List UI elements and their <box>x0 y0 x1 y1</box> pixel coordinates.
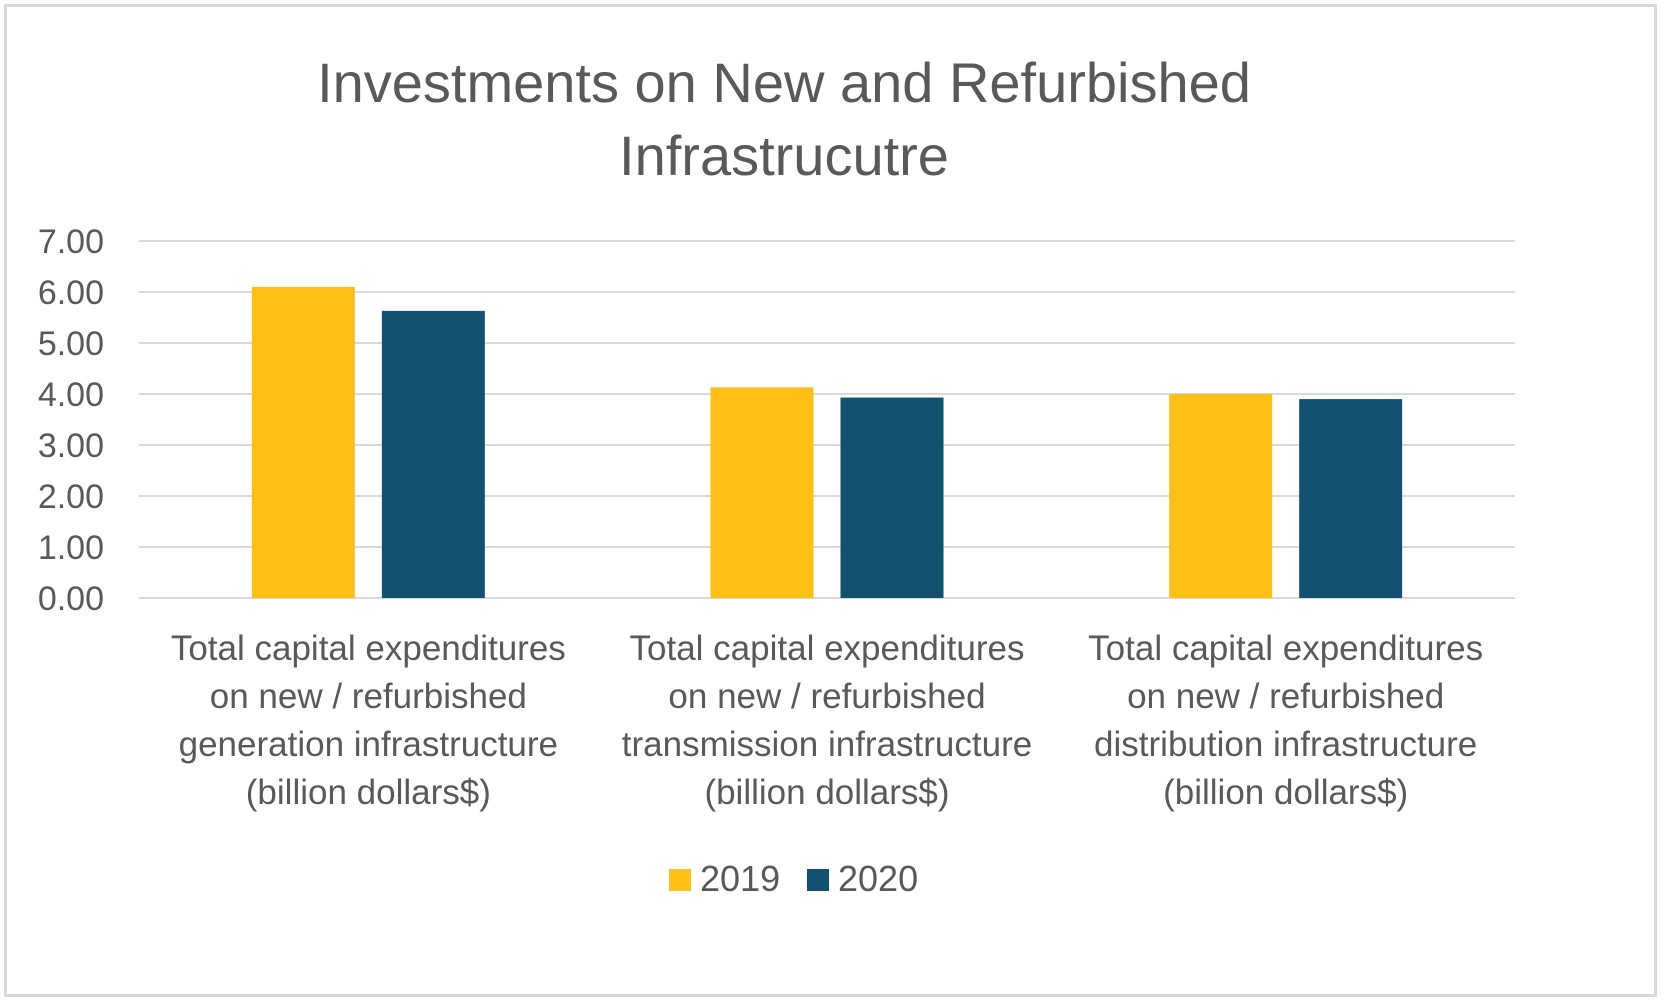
x-category-label-3-line-3: distribution infrastructure <box>1094 725 1477 764</box>
y-tick-label: 1.00 <box>38 529 104 567</box>
x-category-label-1-line-2: on new / refurbished <box>210 677 527 716</box>
chart-title-line-1: Investments on New and Refurbished <box>317 51 1251 114</box>
x-category-label-2-line-2: on new / refurbished <box>668 677 985 716</box>
y-tick-label: 0.00 <box>38 580 104 618</box>
y-axis-ticks: 0.00 1.00 2.00 3.00 4.00 5.00 6.00 7.00 <box>38 223 104 618</box>
bars <box>251 286 1403 598</box>
y-tick-label: 5.00 <box>38 325 104 363</box>
x-axis-category-labels: Total capital expenditures on new / refur… <box>171 629 1483 812</box>
gridlines <box>139 240 1515 599</box>
legend-label-2020: 2020 <box>838 858 918 899</box>
bar-2020-category-2 <box>840 397 944 598</box>
chart-frame: Investments on New and Refurbished Infras… <box>4 4 1657 997</box>
bar-2019-category-3 <box>1169 394 1273 598</box>
x-category-label-2-line-3: transmission infrastructure <box>622 725 1032 764</box>
x-category-label-2-line-4: (billion dollars$) <box>704 773 949 812</box>
x-category-label-1-line-1: Total capital expenditures <box>171 629 566 668</box>
legend-swatch-2019 <box>669 869 691 891</box>
y-tick-label: 3.00 <box>38 427 104 465</box>
x-category-label-1-line-3: generation infrastructure <box>179 725 558 764</box>
bar-2019-category-1 <box>251 286 355 598</box>
chart-title-line-2: Infrastrucutre <box>619 124 949 187</box>
x-category-label-2-line-1: Total capital expenditures <box>630 629 1025 668</box>
legend-swatch-2020 <box>807 869 829 891</box>
y-tick-label: 2.00 <box>38 478 104 516</box>
x-category-label-1-line-4: (billion dollars$) <box>246 773 491 812</box>
chart-svg: Investments on New and Refurbished Infras… <box>38 51 1515 899</box>
bar-2020-category-3 <box>1299 399 1403 598</box>
legend: 2019 2020 <box>669 858 918 899</box>
y-tick-label: 7.00 <box>38 223 104 261</box>
legend-label-2019: 2019 <box>700 858 780 899</box>
bar-2019-category-2 <box>710 387 814 598</box>
bar-2020-category-1 <box>381 310 485 598</box>
x-category-label-3-line-1: Total capital expenditures <box>1088 629 1483 668</box>
y-tick-label: 4.00 <box>38 376 104 414</box>
x-category-label-3-line-2: on new / refurbished <box>1127 677 1444 716</box>
x-category-label-3-line-4: (billion dollars$) <box>1163 773 1408 812</box>
y-tick-label: 6.00 <box>38 274 104 312</box>
chart-title: Investments on New and Refurbished Infras… <box>317 51 1251 187</box>
